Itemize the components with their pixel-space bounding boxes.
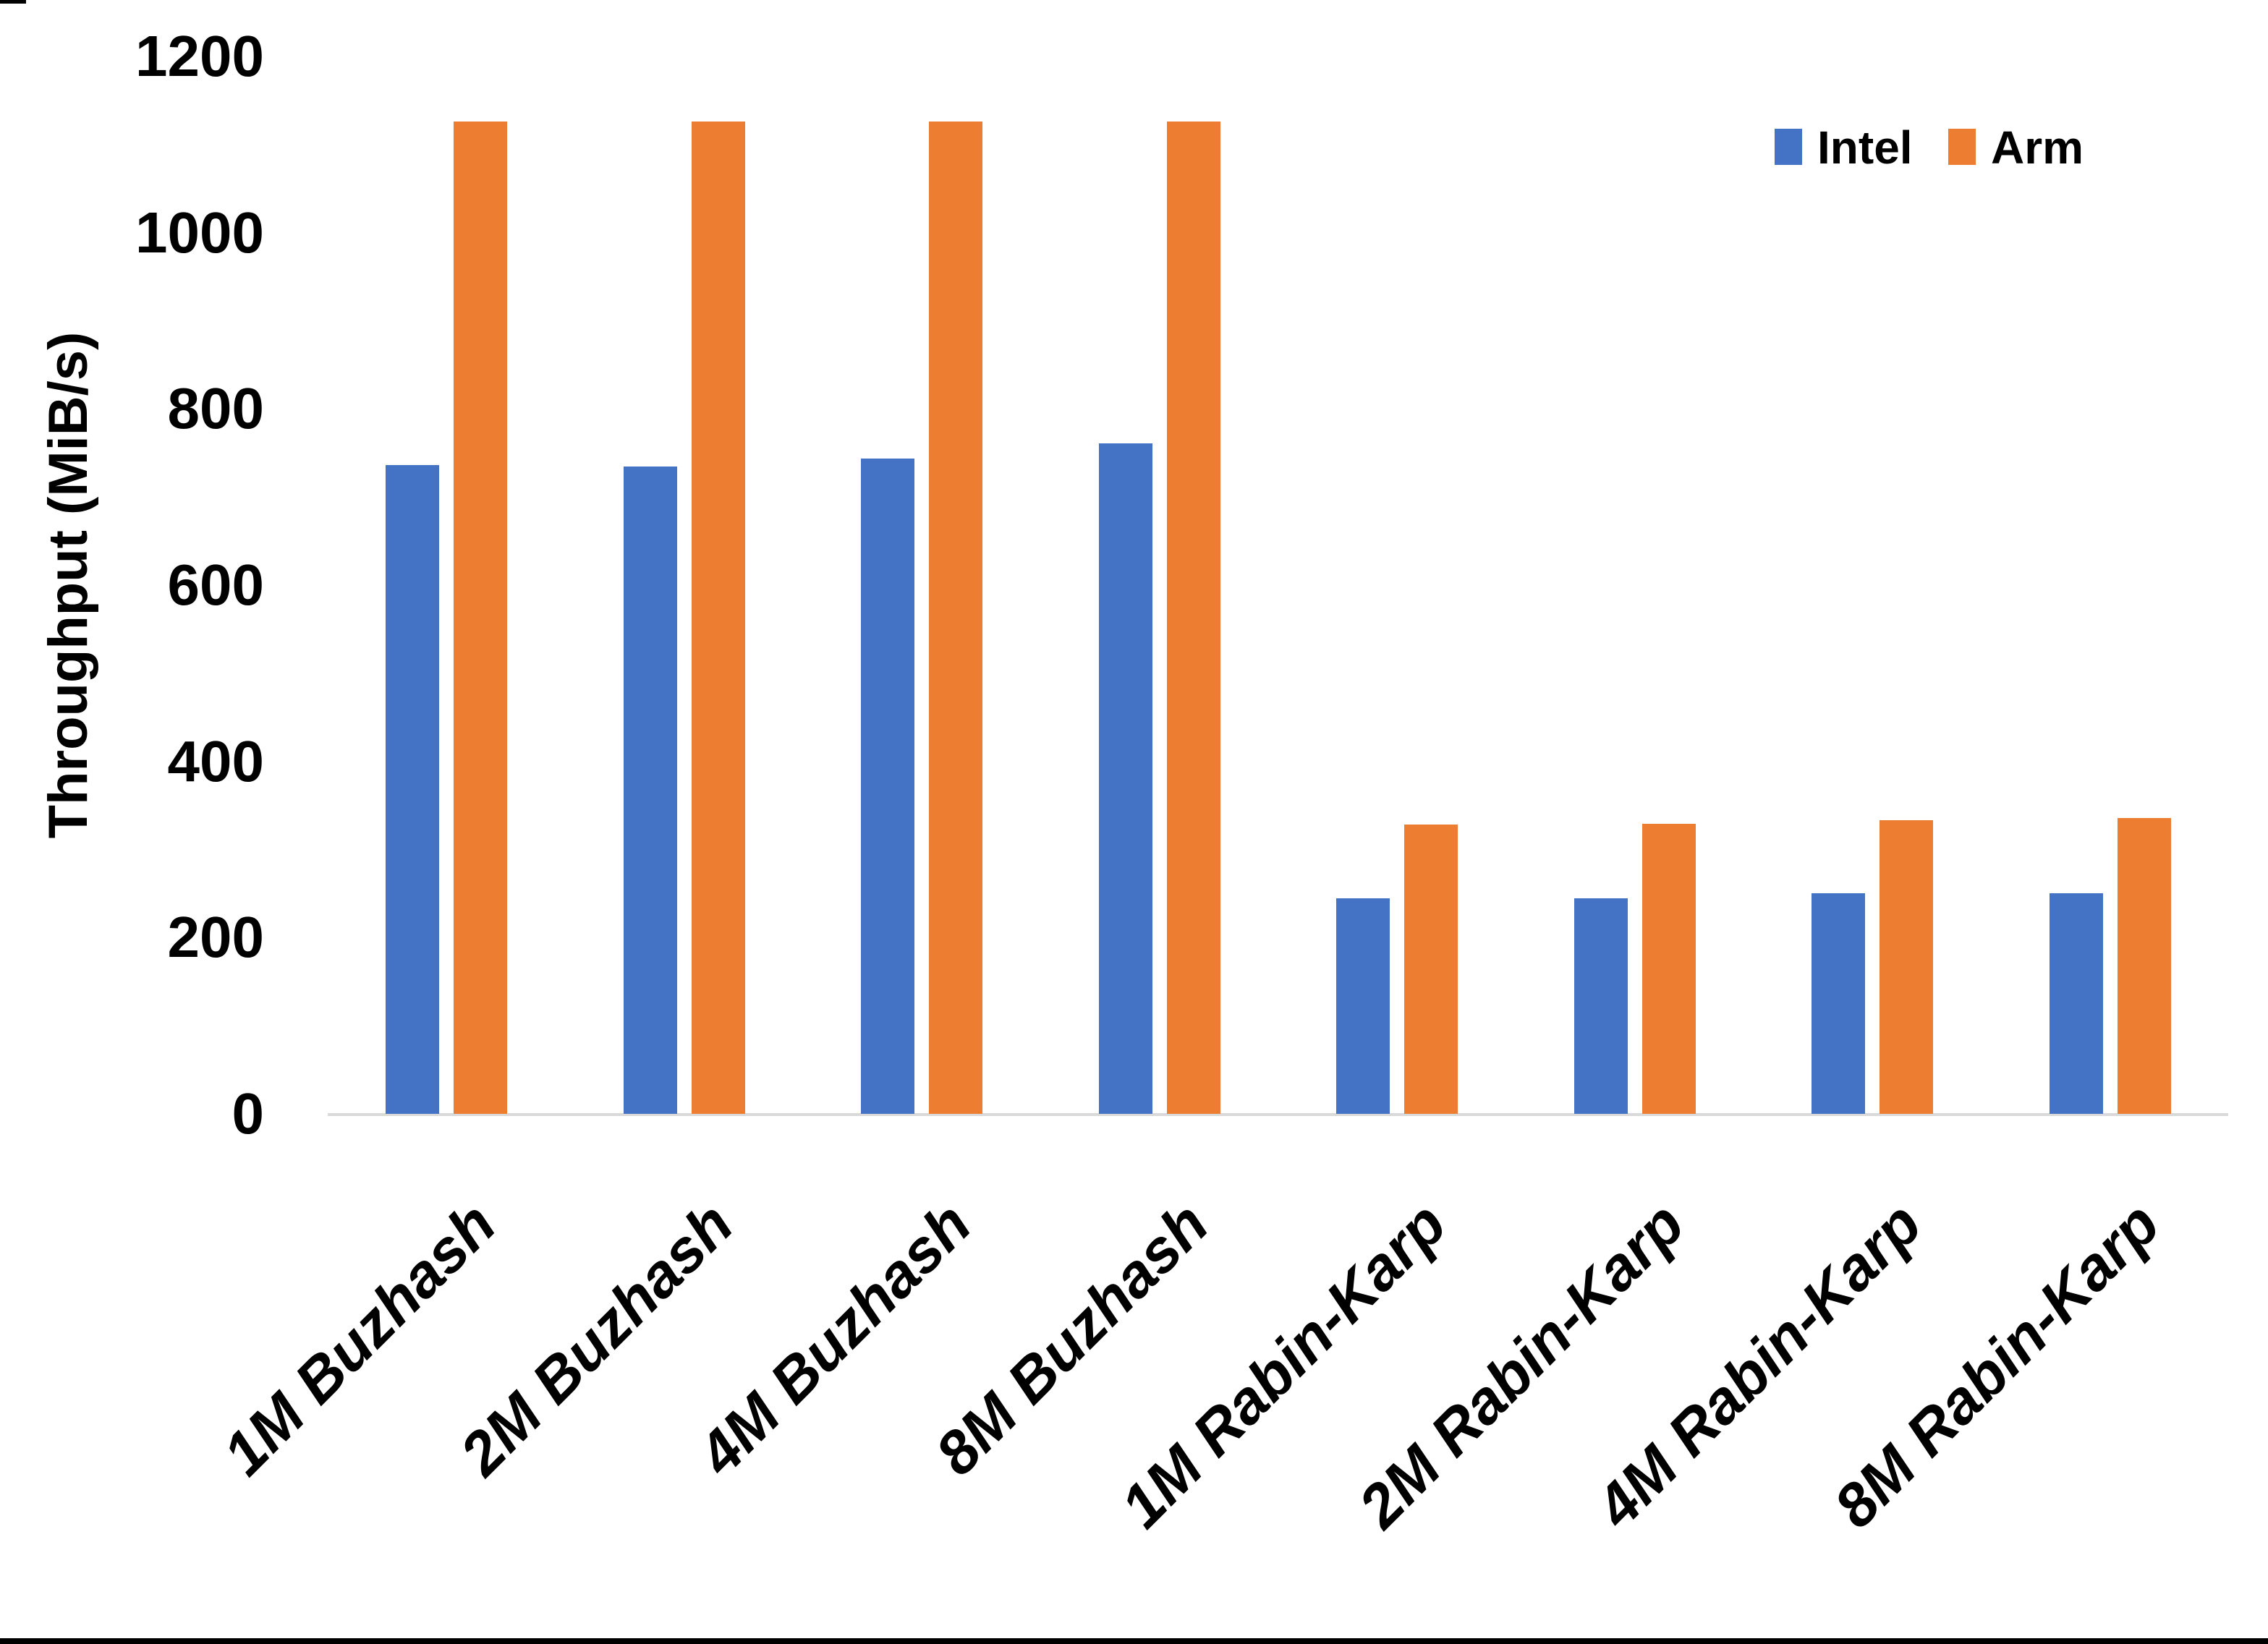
bar-arm-8m-rabin-karp bbox=[2118, 818, 2171, 1114]
bar-arm-4m-rabin-karp bbox=[1880, 820, 1933, 1114]
y-tick-200: 200 bbox=[167, 905, 264, 970]
bar-intel-4m-buzhash bbox=[861, 459, 914, 1114]
bar-intel-8m-buzhash bbox=[1099, 443, 1152, 1114]
bar-intel-2m-rabin-karp bbox=[1574, 898, 1628, 1114]
y-tick-400: 400 bbox=[167, 728, 264, 793]
legend-swatch-arm bbox=[1948, 129, 1976, 165]
bar-arm-8m-buzhash bbox=[1167, 122, 1220, 1114]
bar-arm-2m-rabin-karp bbox=[1642, 824, 1696, 1114]
bottom-border bbox=[0, 1638, 2268, 1644]
bar-arm-2m-buzhash bbox=[692, 122, 745, 1114]
y-tick-1000: 1000 bbox=[135, 200, 264, 265]
bar-arm-1m-buzhash bbox=[454, 122, 507, 1114]
bar-arm-4m-buzhash bbox=[929, 122, 982, 1114]
legend-label-intel: Intel bbox=[1817, 122, 1913, 174]
legend-swatch-intel bbox=[1775, 129, 1802, 165]
bar-intel-2m-buzhash bbox=[624, 467, 677, 1114]
bar-intel-4m-rabin-karp bbox=[1812, 893, 1865, 1114]
bar-arm-1m-rabin-karp bbox=[1404, 825, 1458, 1114]
bar-intel-1m-buzhash bbox=[386, 465, 439, 1114]
bar-intel-1m-rabin-karp bbox=[1336, 898, 1390, 1114]
screen-edge-artifact bbox=[0, 0, 26, 4]
y-tick-600: 600 bbox=[167, 553, 264, 617]
x-axis-line bbox=[328, 1113, 2228, 1116]
y-tick-1200: 1200 bbox=[135, 24, 264, 88]
legend-label-arm: Arm bbox=[1991, 122, 2084, 174]
y-tick-800: 800 bbox=[167, 376, 264, 441]
y-tick-0: 0 bbox=[232, 1081, 265, 1146]
bar-intel-8m-rabin-karp bbox=[2050, 893, 2103, 1114]
